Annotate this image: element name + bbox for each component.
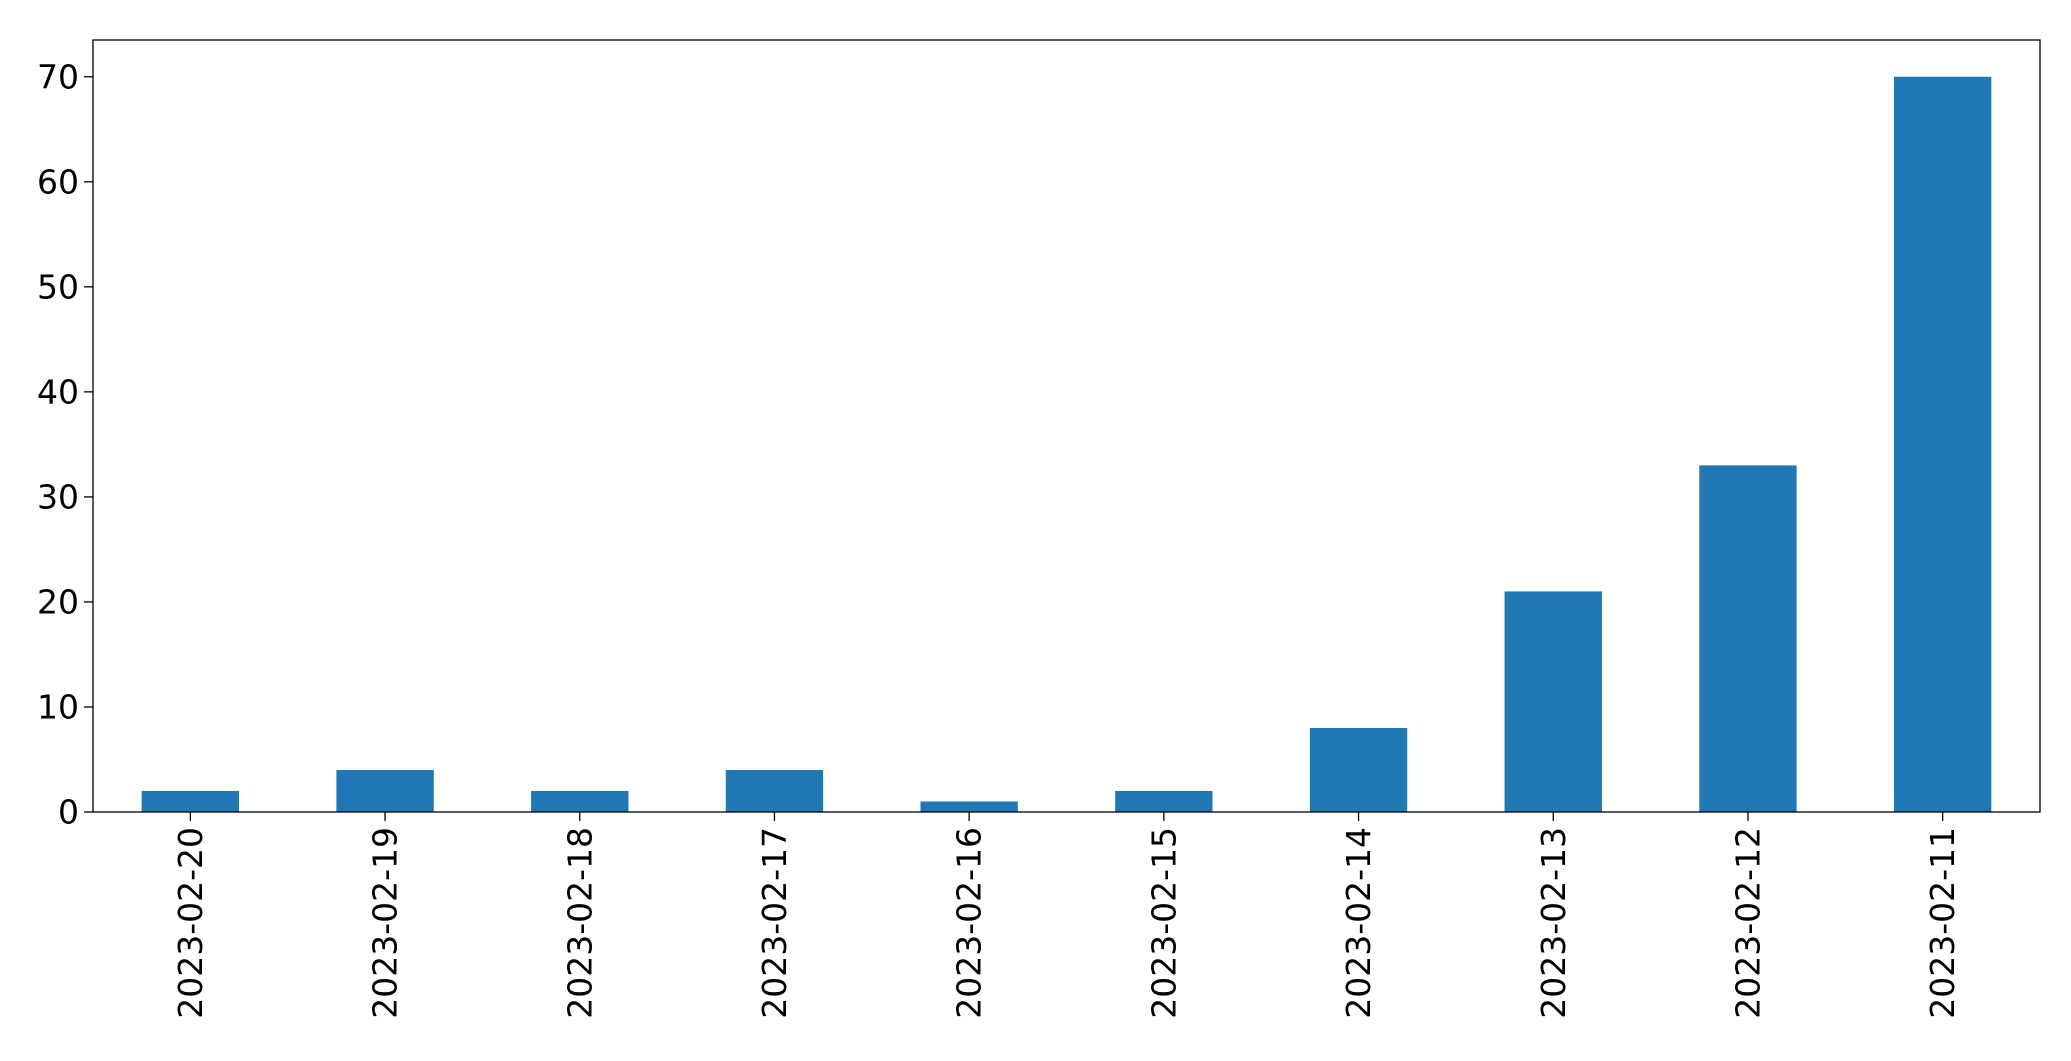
x-tick-label: 2023-02-18 [560,827,599,1019]
x-tick-label: 2023-02-14 [1339,827,1378,1019]
x-axis-ticks: 2023-02-20 2023-02-19 2023-02-18 2023-02-17… [171,812,1962,1019]
bar-2023-02-15 [1115,790,1213,812]
x-tick-label: 2023-02-16 [950,827,989,1019]
x-tick-label: 2023-02-13 [1534,827,1573,1019]
bar-2023-02-17 [725,769,824,812]
x-tick-label: 2023-02-12 [1728,827,1767,1019]
bars-group [141,76,1992,812]
y-axis-ticks: 0 10 20 30 40 50 60 70 [37,57,93,832]
y-tick-label: 30 [37,477,79,516]
y-tick-label: 60 [37,162,79,201]
y-tick-label: 20 [37,582,79,621]
bar-2023-02-18 [531,790,629,812]
bar-2023-02-12 [1699,465,1797,812]
y-tick-label: 10 [37,687,79,726]
x-tick-label: 2023-02-19 [366,827,405,1019]
y-tick-label: 70 [37,57,79,96]
y-tick-label: 50 [37,267,79,306]
bar-2023-02-14 [1309,727,1408,812]
bar-2023-02-13 [1504,591,1602,812]
bar-2023-02-20 [141,790,240,812]
bar-2023-02-16 [920,801,1018,812]
x-tick-label: 2023-02-15 [1144,827,1183,1019]
x-tick-label: 2023-02-20 [171,827,210,1019]
bar-2023-02-11 [1893,76,1992,812]
y-tick-label: 40 [37,372,79,411]
x-tick-label: 2023-02-11 [1923,827,1962,1019]
bar-2023-02-19 [336,769,434,812]
y-tick-label: 0 [58,793,79,832]
x-tick-label: 2023-02-17 [755,827,794,1019]
plot-frame [92,39,2041,813]
